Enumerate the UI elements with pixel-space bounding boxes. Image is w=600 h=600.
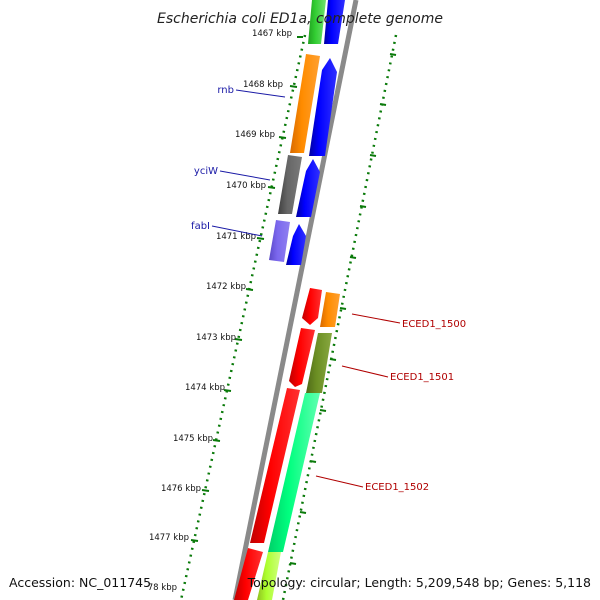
- feature-olive-1501: [306, 333, 332, 393]
- gene-label-fabI: fabI: [191, 221, 210, 232]
- feature-blue-2: [309, 58, 337, 156]
- feature-orange-rnb: [290, 54, 320, 153]
- scale-label: 1470 kbp: [226, 181, 266, 191]
- feature-lime: [257, 552, 281, 600]
- gene-label-ECED1_1502: ECED1_1502: [365, 482, 429, 493]
- scale-label: 1476 kbp: [161, 484, 201, 494]
- gene-labels: rnb yciW fabI ECED1_1500 ECED1_1501 ECED…: [191, 85, 466, 493]
- scale-label: 1472 kbp: [206, 282, 246, 292]
- feature-red-4: [234, 548, 263, 600]
- feature-blue-1: [324, 0, 345, 44]
- scale-label: 1477 kbp: [149, 533, 189, 543]
- scale-label: 1467 kbp: [252, 29, 292, 39]
- inner-scale-ticks: [190, 36, 303, 542]
- gene-label-rnb: rnb: [217, 85, 234, 96]
- gene-label-ECED1_1500: ECED1_1500: [402, 319, 466, 330]
- feature-blue-4: [286, 224, 306, 265]
- gene-label-ECED1_1501: ECED1_1501: [390, 372, 454, 383]
- feature-red-2: [289, 328, 315, 387]
- scale-label: 1475 kbp: [173, 434, 213, 444]
- outer-scale-ticks: [289, 53, 397, 565]
- accession-text: Accession: NC_011745: [9, 575, 151, 590]
- feature-gray-yciW: [278, 155, 302, 214]
- feature-green-top: [308, 0, 326, 44]
- feature-spring-green-1502: [268, 393, 320, 552]
- forward-strand-features: [257, 0, 345, 600]
- feature-red-1: [302, 288, 322, 325]
- outer-scale-line: [281, 34, 398, 600]
- scale-label: 1474 kbp: [185, 383, 225, 393]
- scale-labels: 1467 kbp 1468 kbp 1469 kbp 1470 kbp 1471…: [148, 29, 292, 593]
- gene-label-yciW: yciW: [194, 166, 218, 177]
- feature-red-3: [250, 388, 300, 543]
- scale-label: 1468 kbp: [243, 80, 283, 90]
- feature-orange-1500: [320, 292, 340, 327]
- reverse-strand-features: [234, 54, 322, 600]
- feature-slate-fabI: [269, 220, 290, 262]
- genome-backbone: [232, 0, 359, 600]
- scale-label: 1473 kbp: [196, 333, 236, 343]
- scale-label: 1469 kbp: [235, 130, 275, 140]
- genome-stats-text: Topology: circular; Length: 5,209,548 bp…: [247, 575, 591, 590]
- scale-label: 78 kbp: [148, 583, 177, 593]
- feature-blue-3: [296, 159, 320, 217]
- scale-label: 1471 kbp: [216, 232, 256, 242]
- map-title: Escherichia coli ED1a, complete genome: [157, 11, 443, 27]
